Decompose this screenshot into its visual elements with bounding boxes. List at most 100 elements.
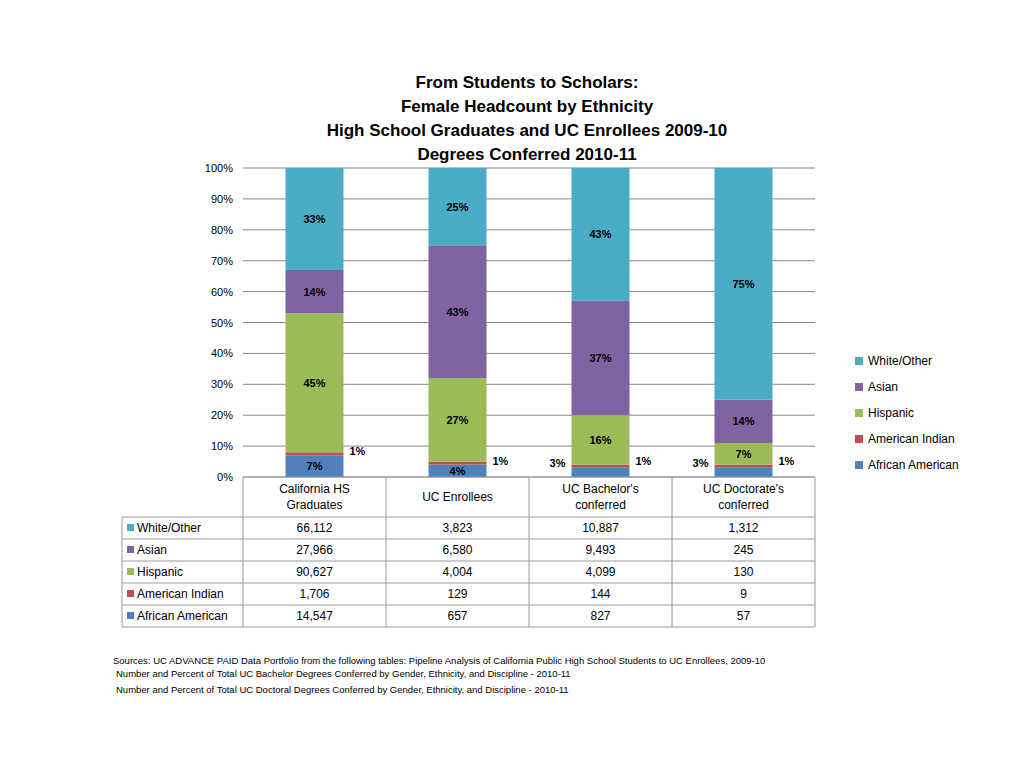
table-cell: 9,493 — [585, 543, 615, 557]
category-label-line: UC Enrollees — [422, 490, 493, 504]
bar-segment — [715, 468, 773, 477]
bar-segment — [572, 168, 630, 301]
tick-label: 40% — [211, 347, 233, 359]
legend-label: Asian — [868, 380, 898, 394]
bar-segment — [715, 443, 773, 465]
table-swatch — [127, 612, 134, 619]
bar-segment — [286, 168, 344, 270]
table-cell: 66,112 — [297, 521, 333, 535]
title: From Students to Scholars: — [416, 73, 639, 92]
category-label: UC Bachelor'sconferred — [562, 482, 638, 512]
tick-label: 100% — [205, 162, 233, 174]
bar-segment — [572, 415, 630, 464]
tick-label: 0% — [217, 471, 233, 483]
category-label: California HS Graduates — [279, 482, 350, 512]
category-label-line: Graduates — [286, 498, 342, 512]
source-note: Number and Percent of Total UC Doctoral … — [116, 684, 569, 695]
data-label: 4% — [450, 465, 466, 477]
bar-segment — [429, 168, 487, 245]
table-swatch — [127, 546, 134, 553]
table-row-label: White/Other — [137, 521, 201, 535]
table-swatch — [127, 524, 134, 531]
category-label-line: conferred — [718, 498, 769, 512]
table-cell: 130 — [733, 565, 753, 579]
data-labels: 7%1%45%14%33%4%1%27%43%25%3%1%16%37%43%3… — [303, 201, 794, 477]
table-row-label: Asian — [137, 543, 167, 557]
legend-swatch — [855, 409, 863, 417]
category-label-line: UC Bachelor's — [562, 482, 638, 496]
bar-segment — [715, 465, 773, 468]
table-border — [122, 539, 815, 540]
table-row-label: African American — [137, 609, 228, 623]
table-cell: 4,004 — [442, 565, 472, 579]
tick-label: 30% — [211, 378, 233, 390]
bar-segment — [572, 301, 630, 415]
tick-label: 70% — [211, 255, 233, 267]
bar-segment — [286, 452, 344, 455]
source-note: Number and Percent of Total UC Bachelor … — [116, 668, 571, 679]
tick-label: 80% — [211, 224, 233, 236]
table-border — [672, 477, 673, 627]
bar-segment — [715, 168, 773, 400]
legend-swatch — [855, 383, 863, 391]
bar-segment — [572, 468, 630, 477]
bar-segment — [715, 400, 773, 443]
table-border — [386, 477, 387, 627]
legend-label: White/Other — [868, 354, 932, 368]
table-border — [122, 517, 123, 627]
data-label: 14% — [732, 415, 754, 427]
data-label: 3% — [550, 457, 566, 469]
table-swatch — [127, 590, 134, 597]
table-cell: 90,627 — [296, 565, 333, 579]
legend-label: African American — [868, 458, 959, 472]
table-cell: 57 — [737, 609, 751, 623]
bar-segment — [286, 270, 344, 313]
bar-segment — [286, 455, 344, 477]
tick-label: 20% — [211, 409, 233, 421]
legend-label: Hispanic — [868, 406, 914, 420]
table-border — [815, 477, 816, 627]
data-label: 27% — [446, 414, 468, 426]
chart: From Students to Scholars: Female Headcou… — [0, 0, 1024, 768]
tick-label: 50% — [211, 317, 233, 329]
title: High School Graduates and UC Enrollees 2… — [327, 121, 728, 140]
category-label-line: California HS — [279, 482, 350, 496]
data-label: 7% — [307, 460, 323, 472]
bar-segment — [286, 313, 344, 452]
data-label: 37% — [589, 352, 611, 364]
table-cell: 129 — [447, 587, 467, 601]
tick-label: 60% — [211, 286, 233, 298]
tick-label: 90% — [211, 193, 233, 205]
table-cell: 144 — [590, 587, 610, 601]
title: Degrees Conferred 2010-11 — [417, 145, 636, 164]
table-cell: 4,099 — [585, 565, 615, 579]
data-label: 7% — [736, 448, 752, 460]
table-cell: 827 — [590, 609, 610, 623]
table-cell: 245 — [733, 543, 753, 557]
table-cell: 3,823 — [442, 521, 472, 535]
category-label: UC Enrollees — [422, 490, 493, 504]
table-cell: 10,887 — [582, 521, 619, 535]
data-label: 14% — [303, 286, 325, 298]
data-label: 25% — [446, 201, 468, 213]
data-label: 1% — [350, 445, 366, 457]
data-label: 43% — [446, 306, 468, 318]
data-label: 43% — [589, 228, 611, 240]
table-row-label: Hispanic — [137, 565, 183, 579]
title: Female Headcount by Ethnicity — [401, 97, 654, 116]
legend-swatch — [855, 461, 863, 469]
bar-segment — [429, 245, 487, 378]
bar-segment — [429, 465, 487, 477]
legend-swatch — [855, 435, 863, 443]
data-label: 1% — [636, 455, 652, 467]
data-label: 45% — [303, 377, 325, 389]
table-cell: 27,966 — [296, 543, 333, 557]
data-label: 1% — [779, 455, 795, 467]
data-table: California HS Graduates UC Enrollees UC Bac… — [122, 477, 815, 627]
bar-segment — [572, 465, 630, 468]
table-row-label: American Indian — [137, 587, 224, 601]
category-label-line: UC Doctorate's — [703, 482, 784, 496]
table-border — [243, 477, 244, 627]
table-swatch — [127, 568, 134, 575]
legend-label: American Indian — [868, 432, 955, 446]
